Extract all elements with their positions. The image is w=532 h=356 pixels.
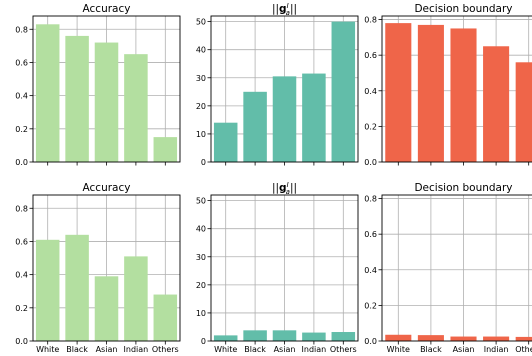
category-label: Indian	[124, 345, 149, 354]
bar-indian	[124, 54, 148, 163]
category-label: Others	[152, 345, 179, 354]
bar-black	[243, 91, 267, 162]
bar-indian	[302, 332, 326, 341]
bar-black	[417, 335, 444, 341]
category-label: Others	[515, 345, 532, 354]
tick-label-y: 0.8	[364, 16, 377, 25]
tick-label-y: 0	[201, 337, 206, 346]
category-label: White	[36, 345, 59, 354]
chart-title: ||gI a||	[272, 181, 297, 196]
tick-label-y: 50	[196, 18, 206, 27]
bar-indian	[483, 46, 510, 162]
axes-frame	[381, 15, 532, 163]
bar-others	[515, 336, 532, 341]
bar-asian	[272, 330, 297, 341]
tick-label-y: 0.0	[15, 337, 28, 346]
bar-asian	[450, 28, 477, 163]
tick-label-y: 30	[196, 74, 206, 83]
tick-label-y: 40	[196, 225, 206, 234]
bar-white	[213, 335, 238, 341]
bar-asian	[272, 76, 297, 162]
tick-label-y: 0.4	[364, 266, 377, 275]
category-label: Asian	[96, 345, 118, 354]
axes-frame	[381, 194, 532, 342]
tick-label-y: 20	[196, 102, 206, 111]
tick-label-y: 0.2	[15, 125, 28, 134]
bar-black	[417, 24, 444, 163]
axes-frame	[32, 194, 181, 342]
bar-indian	[124, 256, 148, 341]
chart-title: Accuracy	[83, 3, 131, 15]
tick-label-y: 0.2	[364, 122, 377, 131]
category-label: Black	[420, 345, 442, 354]
bar-white	[35, 24, 60, 162]
bar-white	[385, 334, 412, 341]
category-label: White	[387, 345, 410, 354]
axes-frame	[210, 15, 359, 163]
tick-label-y: 0.6	[364, 230, 377, 239]
bar-others	[515, 62, 532, 163]
category-label: Indian	[484, 345, 509, 354]
bar-asian	[94, 42, 119, 162]
bar-white	[35, 239, 60, 341]
category-label: Black	[244, 345, 266, 354]
bar-white	[213, 122, 238, 162]
tick-label-y: 0.4	[15, 271, 28, 280]
bar-white	[385, 23, 412, 163]
tick-label-y: 0.4	[15, 92, 28, 101]
category-label: Others	[330, 345, 357, 354]
tick-label-y: 40	[196, 46, 206, 55]
category-label: Asian	[453, 345, 475, 354]
category-label: Asian	[274, 345, 296, 354]
tick-label-y: 0.8	[15, 25, 28, 34]
chart-panel: 0 10 20 30 40 50 White Black Asian Indian Others ||…	[196, 181, 359, 354]
bar-indian	[483, 336, 510, 341]
axes-frame	[32, 15, 181, 163]
tick-label-y: 0.6	[15, 237, 28, 246]
category-label: White	[214, 345, 237, 354]
bar-asian	[94, 276, 119, 341]
chart-title: ||gI a||	[272, 2, 297, 17]
tick-label-y: 0.0	[364, 337, 377, 346]
bar-indian	[302, 73, 326, 162]
tick-label-y: 30	[196, 253, 206, 262]
tick-label-y: 10	[196, 309, 206, 318]
tick-label-y: 0.0	[15, 158, 28, 167]
tick-label-y: 0.2	[15, 304, 28, 313]
tick-label-y: 0.4	[364, 87, 377, 96]
bar-others	[153, 294, 178, 341]
tick-label-y: 0	[201, 158, 206, 167]
tick-label-y: 0.6	[15, 58, 28, 67]
tick-label-y: 0.0	[364, 158, 377, 167]
chart-title: Accuracy	[83, 182, 131, 194]
tick-label-y: 0.2	[364, 301, 377, 310]
chart-panel: 0 10 20 30 40 50 ||gI a||	[196, 2, 359, 167]
bar-others	[331, 332, 356, 341]
bar-asian	[450, 336, 477, 341]
chart-panel: 0.0 0.2 0.4 0.6 0.8 White Black Asian Indian Othe…	[364, 182, 532, 354]
bar-others	[153, 137, 178, 162]
chart-title: Decision boundary	[414, 182, 512, 194]
tick-label-y: 10	[196, 130, 206, 139]
tick-label-y: 0.8	[364, 195, 377, 204]
tick-label-y: 0.8	[15, 204, 28, 213]
axes-frame	[210, 194, 359, 342]
chart-panel: 0.0 0.2 0.4 0.6 0.8 Decision boundary	[364, 3, 532, 167]
bar-black	[65, 234, 89, 341]
bar-black	[243, 330, 267, 341]
category-label: Indian	[302, 345, 327, 354]
chart-panel: 0.0 0.2 0.4 0.6 0.8 Accuracy	[15, 3, 181, 167]
bar-others	[331, 21, 356, 162]
bar-black	[65, 35, 89, 163]
category-label: Black	[66, 345, 88, 354]
chart-title: Decision boundary	[414, 3, 512, 15]
tick-label-y: 50	[196, 197, 206, 206]
tick-label-y: 20	[196, 281, 206, 290]
tick-label-y: 0.6	[364, 51, 377, 60]
